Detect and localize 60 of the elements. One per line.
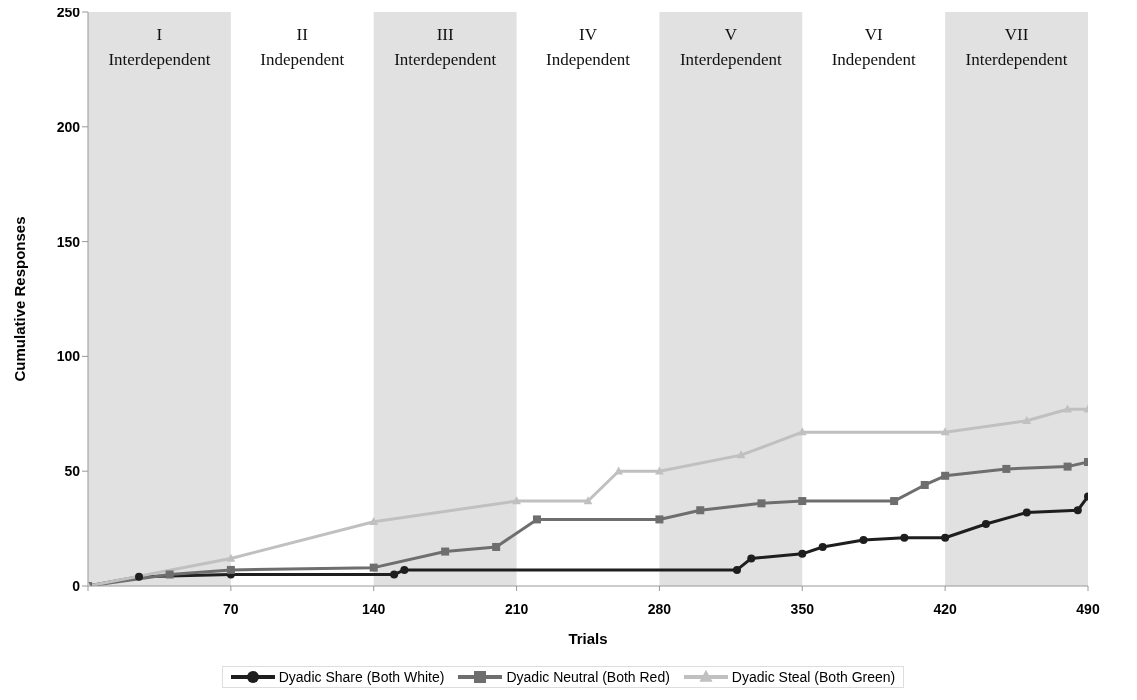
x-tick-label: 210	[504, 600, 529, 617]
legend-label: Dyadic Neutral (Both Red)	[506, 669, 670, 685]
point	[441, 547, 450, 556]
band-label: I Interdependent	[108, 25, 211, 69]
point	[512, 496, 521, 505]
x-tick-label: 70	[223, 600, 239, 617]
x-axis-title: Trials	[568, 630, 608, 647]
y-tick-label: 50	[64, 463, 81, 480]
x-tick-label: 420	[933, 600, 958, 617]
legend-label: Dyadic Share (Both White)	[278, 669, 445, 685]
point	[165, 570, 174, 579]
point	[859, 536, 868, 545]
x-tick-label: 490	[1076, 600, 1100, 617]
point	[941, 533, 950, 542]
point	[736, 450, 746, 459]
point	[900, 533, 909, 542]
point	[226, 553, 236, 562]
point	[1073, 506, 1082, 515]
point	[135, 572, 144, 581]
y-tick-label: 250	[56, 3, 81, 20]
point	[890, 497, 899, 506]
point	[492, 542, 501, 551]
point	[941, 471, 950, 480]
point	[732, 565, 741, 574]
band-label: III Interdependent	[394, 25, 497, 69]
y-tick-label: 150	[56, 233, 81, 250]
x-tick-label: 280	[647, 600, 672, 617]
point	[369, 516, 379, 525]
y-axis-title: Cumulative Responses	[11, 216, 29, 382]
point	[532, 515, 541, 524]
x-tick-label: 350	[790, 600, 815, 617]
point	[747, 554, 756, 563]
point	[1002, 464, 1011, 473]
annotation: II Independent	[260, 25, 345, 69]
y-tick-label: 200	[56, 118, 81, 135]
annotation: IV Independent	[545, 25, 631, 69]
point	[226, 565, 235, 574]
point	[583, 496, 593, 505]
legend-label: Dyadic Steal (Both Green)	[731, 669, 896, 685]
x-tick-label: 140	[362, 600, 386, 617]
point	[798, 497, 807, 506]
point	[981, 520, 990, 529]
point	[369, 563, 378, 572]
point	[390, 570, 399, 579]
band-label: V Interdependent	[679, 25, 783, 69]
point	[757, 499, 766, 508]
point	[400, 565, 409, 574]
y-tick-label: 0	[72, 577, 81, 594]
point	[655, 515, 664, 524]
point	[696, 506, 705, 515]
band-label: VII Interdependent	[965, 25, 1068, 69]
point	[1022, 508, 1031, 517]
point	[818, 542, 827, 551]
point	[798, 549, 807, 558]
annotation: VI Independent	[831, 25, 916, 69]
point	[1022, 415, 1032, 424]
y-tick-label: 100	[56, 348, 81, 365]
point	[920, 480, 929, 489]
point	[1063, 462, 1072, 471]
point	[797, 427, 807, 436]
